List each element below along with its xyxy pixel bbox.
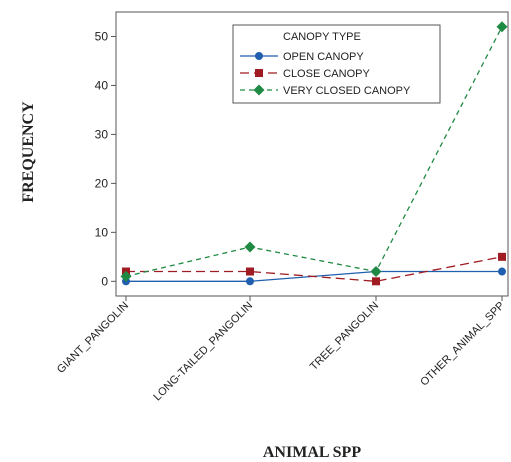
legend: CANOPY TYPE OPEN CANOPY CLOSE CANOPY VERY … (232, 24, 441, 104)
legend-label-1: CLOSE CANOPY (283, 68, 370, 80)
y-tick-label-5: 50 (95, 29, 109, 43)
x-tick-label-3: OTHER_ANIMAL_SPP (418, 300, 507, 389)
data-point-1-1 (246, 267, 254, 276)
y-tick-label-3: 30 (95, 127, 109, 141)
y-tick-label-1: 10 (95, 225, 109, 239)
data-point-0-1 (246, 277, 254, 286)
data-point-0-3 (498, 267, 506, 276)
x-axis-title: ANIMAL SPP (263, 444, 361, 461)
data-point-1-2 (372, 277, 380, 286)
legend-marker-2 (253, 84, 265, 96)
legend-label-2: VERY CLOSED CANOPY (283, 85, 411, 97)
x-tick-label-0: GIANT_PANGOLIN (55, 300, 131, 376)
data-point-1-3 (498, 252, 506, 261)
legend-marker-0 (255, 52, 263, 60)
x-axis: GIANT_PANGOLIN LONG-TAILED_PANGOLIN TREE_P… (55, 296, 507, 403)
x-tick-label-2: TREE_PANGOLIN (308, 300, 381, 373)
series-line-2 (125, 26, 503, 278)
series-line-1 (126, 256, 503, 282)
y-tick-label-0: 0 (101, 274, 108, 288)
data-point-2-1 (244, 241, 256, 253)
series-layer (120, 21, 508, 286)
x-tick-label-1: LONG-TAILED_PANGOLIN (151, 300, 255, 404)
data-point-2-0 (120, 270, 132, 282)
y-axis: 0 10 20 30 40 50 (95, 29, 116, 288)
legend-label-0: OPEN CANOPY (283, 51, 364, 63)
legend-title: CANOPY TYPE (283, 31, 361, 43)
legend-marker-1 (255, 69, 263, 77)
y-axis-title: FREQUENCY (20, 101, 37, 203)
data-point-2-2 (370, 266, 382, 278)
data-point-2-3 (496, 21, 508, 33)
y-tick-label-4: 40 (95, 78, 109, 92)
series-2 (120, 21, 508, 282)
y-tick-label-2: 20 (95, 176, 109, 190)
